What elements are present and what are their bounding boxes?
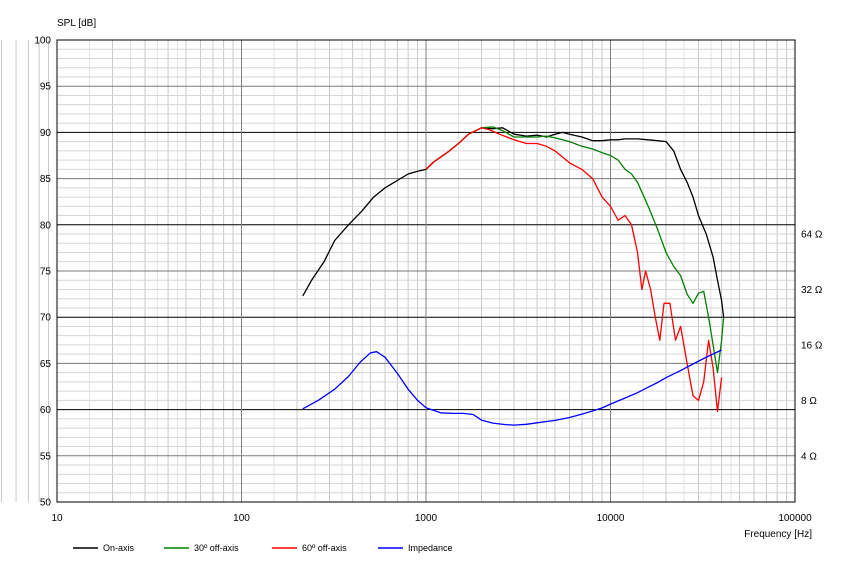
legend-label: Impedance	[408, 543, 453, 553]
x-axis-label: Frequency [Hz]	[744, 529, 812, 540]
series-line-2	[425, 127, 723, 413]
series-line-0	[302, 127, 725, 318]
x-tick-label: 10	[51, 513, 63, 524]
y2-tick-label: 16 Ω	[801, 340, 823, 351]
plot-frame	[56, 39, 796, 503]
x-tick-label: 100	[233, 513, 250, 524]
y2-tick-label: 64 Ω	[801, 230, 823, 241]
series-lines	[302, 126, 725, 426]
x-tick-label: 1000	[415, 513, 438, 524]
legend-label: 30º off-axis	[194, 543, 239, 553]
y-tick-label: 75	[40, 267, 52, 278]
x-axis-ticks: 10 100 1000 10000 100000	[51, 513, 812, 524]
y-tick-label: 90	[40, 128, 52, 139]
y-tick-label: 80	[40, 220, 52, 231]
x-tick-label: 100000	[778, 513, 812, 524]
series-line-1	[425, 126, 725, 374]
y-axis-label: SPL [dB]	[57, 18, 96, 29]
y-tick-label: 65	[40, 359, 52, 370]
legend-label: On-axis	[103, 543, 135, 553]
y-tick-label: 100	[34, 36, 51, 47]
y-tick-label: 70	[40, 313, 52, 324]
y-tick-label: 85	[40, 174, 52, 185]
y2-tick-label: 32 Ω	[801, 285, 823, 296]
y2-tick-label: 4 Ω	[801, 451, 817, 462]
y-tick-label: 55	[40, 451, 52, 462]
y-tick-label: 95	[40, 82, 52, 93]
y2-tick-label: 8 Ω	[801, 396, 817, 407]
y-tick-label: 60	[40, 405, 52, 416]
series-line-3	[302, 349, 722, 426]
y-tick-label: 50	[40, 498, 52, 509]
y2-axis-ticks: 4 Ω 8 Ω 16 Ω 32 Ω 64 Ω	[801, 230, 823, 463]
x-tick-label: 10000	[597, 513, 625, 524]
legend: On-axis 30º off-axis 60º off-axis Impedance	[73, 543, 453, 553]
legend-label: 60º off-axis	[302, 543, 347, 553]
y-axis-ticks: 50 55 60 65 70 75 80 85 90 95 100	[34, 36, 51, 509]
